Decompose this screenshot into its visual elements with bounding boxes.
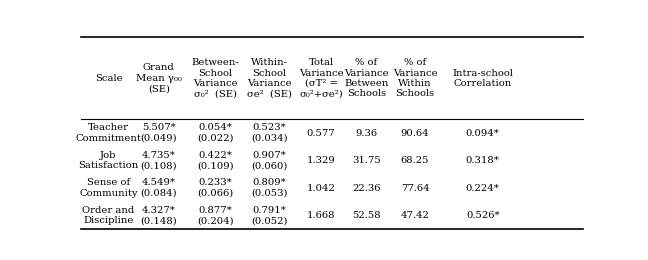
Text: 0.523*
(0.034): 0.523* (0.034) bbox=[251, 123, 288, 143]
Text: Order and
Discipline: Order and Discipline bbox=[82, 206, 135, 225]
Text: 0.233*
(0.066): 0.233* (0.066) bbox=[198, 178, 234, 198]
Text: 52.58: 52.58 bbox=[352, 211, 380, 220]
Text: Between-
School
Variance
σ₀²  (SE): Between- School Variance σ₀² (SE) bbox=[192, 58, 240, 98]
Text: 47.42: 47.42 bbox=[400, 211, 430, 220]
Text: 0.318*: 0.318* bbox=[466, 156, 500, 165]
Text: Total
Variance
(σT² =
σ₀²+σe²): Total Variance (σT² = σ₀²+σe²) bbox=[299, 58, 343, 98]
Text: Job
Satisfaction: Job Satisfaction bbox=[78, 151, 139, 170]
Text: Scale: Scale bbox=[95, 74, 122, 83]
Text: 31.75: 31.75 bbox=[352, 156, 380, 165]
Text: 0.577: 0.577 bbox=[307, 128, 336, 138]
Text: Teacher
Commitment: Teacher Commitment bbox=[76, 123, 141, 143]
Text: 0.907*
(0.060): 0.907* (0.060) bbox=[251, 151, 288, 170]
Text: 0.877*
(0.204): 0.877* (0.204) bbox=[197, 206, 234, 225]
Text: 5.507*
(0.049): 5.507* (0.049) bbox=[141, 123, 177, 143]
Text: 1.668: 1.668 bbox=[307, 211, 335, 220]
Text: 68.25: 68.25 bbox=[400, 156, 429, 165]
Text: 0.054*
(0.022): 0.054* (0.022) bbox=[198, 123, 234, 143]
Text: 0.526*: 0.526* bbox=[466, 211, 500, 220]
Text: Intra-school
Correlation: Intra-school Correlation bbox=[452, 69, 513, 88]
Text: % of
Variance
Between
Schools: % of Variance Between Schools bbox=[344, 58, 389, 98]
Text: 0.094*: 0.094* bbox=[466, 128, 500, 138]
Text: Within-
School
Variance
σe²  (SE): Within- School Variance σe² (SE) bbox=[247, 58, 292, 98]
Text: 9.36: 9.36 bbox=[355, 128, 377, 138]
Text: 90.64: 90.64 bbox=[400, 128, 429, 138]
Text: 1.329: 1.329 bbox=[307, 156, 336, 165]
Text: % of
Variance
Within
Schools: % of Variance Within Schools bbox=[393, 58, 437, 98]
Text: 4.735*
(0.108): 4.735* (0.108) bbox=[141, 151, 177, 170]
Text: Grand
Mean γ₀₀
(SE): Grand Mean γ₀₀ (SE) bbox=[136, 63, 182, 93]
Text: 1.042: 1.042 bbox=[307, 184, 336, 193]
Text: 4.549*
(0.084): 4.549* (0.084) bbox=[141, 178, 177, 198]
Text: 0.809*
(0.053): 0.809* (0.053) bbox=[251, 178, 288, 198]
Text: 0.224*: 0.224* bbox=[466, 184, 500, 193]
Text: 0.422*
(0.109): 0.422* (0.109) bbox=[197, 151, 234, 170]
Text: Sense of
Community: Sense of Community bbox=[79, 178, 138, 198]
Text: 22.36: 22.36 bbox=[352, 184, 380, 193]
Text: 0.791*
(0.052): 0.791* (0.052) bbox=[251, 206, 288, 225]
Text: 77.64: 77.64 bbox=[400, 184, 429, 193]
Text: 4.327*
(0.148): 4.327* (0.148) bbox=[141, 206, 177, 225]
